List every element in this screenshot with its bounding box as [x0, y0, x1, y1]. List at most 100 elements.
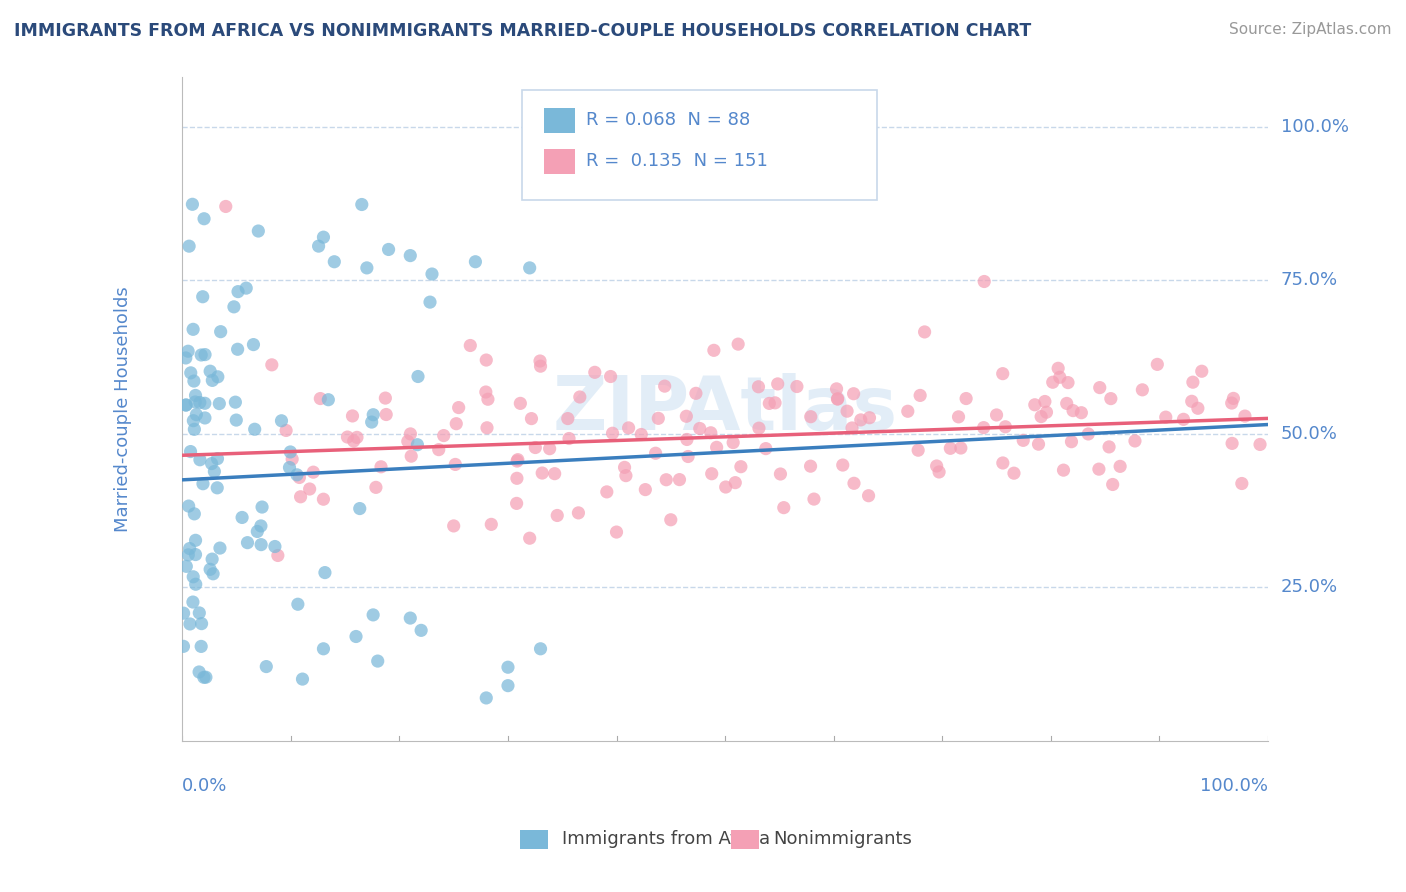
Point [346, 430, 368, 444]
Point [287, 597, 309, 611]
Point [475, 384, 498, 399]
Point [1070, 406, 1092, 420]
Point [191, 476, 214, 491]
Point [1052, 463, 1074, 477]
Point [447, 401, 470, 415]
Point [176, 559, 198, 574]
Point [361, 607, 384, 622]
Point [194, 411, 217, 425]
Point [907, 443, 929, 458]
Point [193, 211, 215, 226]
Point [231, 510, 253, 524]
Point [685, 386, 707, 401]
Point [676, 433, 699, 447]
Point [605, 524, 627, 539]
Point [406, 369, 429, 384]
Point [250, 519, 273, 533]
Point [1031, 409, 1053, 424]
Point [364, 480, 387, 494]
Text: ZIPAtlas: ZIPAtlas [553, 373, 897, 446]
Point [1233, 409, 1256, 423]
Point [207, 369, 229, 384]
Point [172, 640, 194, 654]
Point [312, 641, 335, 656]
Point [800, 409, 823, 424]
Point [194, 396, 217, 410]
Point [280, 445, 302, 459]
Point [336, 430, 359, 444]
Point [1028, 437, 1050, 451]
Point [264, 540, 287, 554]
Point [1154, 410, 1177, 425]
Point [367, 654, 389, 668]
Point [1088, 462, 1111, 476]
Point [274, 424, 297, 438]
Point [800, 459, 823, 474]
Point [506, 452, 529, 467]
Point [1077, 426, 1099, 441]
Point [290, 490, 312, 504]
Point [634, 483, 657, 497]
Point [270, 414, 292, 428]
Point [772, 500, 794, 515]
Point [254, 659, 277, 673]
Point [747, 380, 769, 394]
Point [323, 254, 346, 268]
Point [675, 409, 697, 424]
Point [700, 425, 723, 440]
Point [181, 197, 204, 211]
Point [202, 465, 225, 479]
Point [226, 343, 249, 357]
Point [344, 630, 367, 644]
Point [613, 460, 636, 475]
Point [1002, 466, 1025, 480]
Point [446, 417, 468, 431]
Point [399, 611, 422, 625]
Point [748, 421, 770, 435]
Point [174, 351, 197, 365]
Point [312, 230, 335, 244]
Point [558, 432, 581, 446]
Point [1057, 376, 1080, 390]
Text: 0.0%: 0.0% [183, 778, 228, 796]
Point [188, 606, 211, 620]
Point [842, 386, 865, 401]
Point [1101, 477, 1123, 491]
Point [443, 519, 465, 533]
Point [201, 552, 224, 566]
Point [226, 285, 249, 299]
Point [475, 690, 498, 705]
Point [291, 672, 314, 686]
Point [247, 224, 270, 238]
Point [225, 413, 247, 427]
Point [374, 391, 396, 405]
Point [475, 421, 498, 435]
Point [1230, 476, 1253, 491]
Point [194, 670, 217, 684]
Point [529, 641, 551, 656]
Point [184, 577, 207, 591]
Point [343, 434, 366, 448]
Point [825, 382, 848, 396]
Point [841, 421, 863, 435]
Text: 100.0%: 100.0% [1199, 778, 1268, 796]
Point [689, 421, 711, 435]
Point [766, 376, 789, 391]
Point [181, 322, 204, 336]
Point [769, 467, 792, 481]
Point [411, 624, 433, 638]
Point [475, 353, 498, 368]
Point [700, 467, 723, 481]
Point [419, 295, 441, 310]
Point [730, 459, 752, 474]
Point [599, 369, 621, 384]
Text: R =  0.135  N = 151: R = 0.135 N = 151 [586, 153, 768, 170]
Text: Immigrants from Africa: Immigrants from Africa [562, 830, 770, 848]
Point [420, 267, 443, 281]
Point [250, 538, 273, 552]
Point [506, 471, 529, 485]
Text: 75.0%: 75.0% [1281, 271, 1339, 289]
Point [190, 348, 212, 362]
Point [647, 411, 669, 425]
Text: IMMIGRANTS FROM AFRICA VS NONIMMIGRANTS MARRIED-COUPLE HOUSEHOLDS CORRELATION CH: IMMIGRANTS FROM AFRICA VS NONIMMIGRANTS … [14, 22, 1032, 40]
